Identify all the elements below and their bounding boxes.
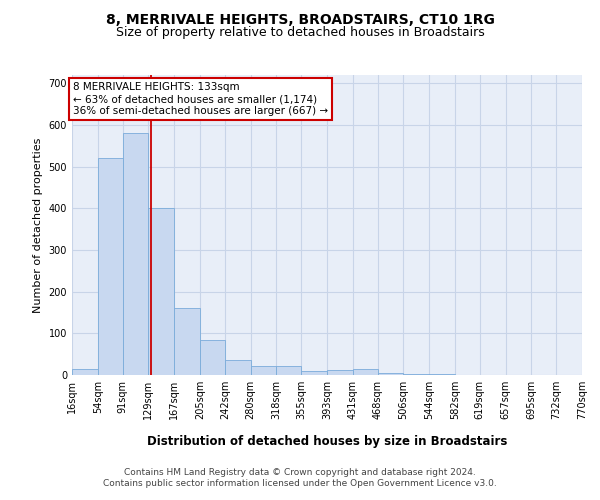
Bar	[72, 369, 98, 375]
Text: 8, MERRIVALE HEIGHTS, BROADSTAIRS, CT10 1RG: 8, MERRIVALE HEIGHTS, BROADSTAIRS, CT10 …	[106, 12, 494, 26]
Bar	[276, 366, 301, 375]
Bar	[98, 158, 123, 375]
Bar	[301, 371, 327, 375]
Bar	[251, 366, 276, 375]
Bar	[378, 373, 403, 375]
Bar	[353, 369, 378, 375]
Bar	[148, 208, 174, 375]
Bar	[429, 374, 455, 375]
Bar	[403, 374, 429, 375]
Text: 8 MERRIVALE HEIGHTS: 133sqm
← 63% of detached houses are smaller (1,174)
36% of : 8 MERRIVALE HEIGHTS: 133sqm ← 63% of det…	[73, 82, 328, 116]
Bar	[327, 370, 353, 375]
Bar	[225, 360, 251, 375]
Bar	[123, 134, 148, 375]
Y-axis label: Number of detached properties: Number of detached properties	[33, 138, 43, 312]
Text: Distribution of detached houses by size in Broadstairs: Distribution of detached houses by size …	[147, 435, 507, 448]
Text: Size of property relative to detached houses in Broadstairs: Size of property relative to detached ho…	[116, 26, 484, 39]
Text: Contains HM Land Registry data © Crown copyright and database right 2024.
Contai: Contains HM Land Registry data © Crown c…	[103, 468, 497, 487]
Bar	[174, 308, 200, 375]
Bar	[200, 340, 225, 375]
